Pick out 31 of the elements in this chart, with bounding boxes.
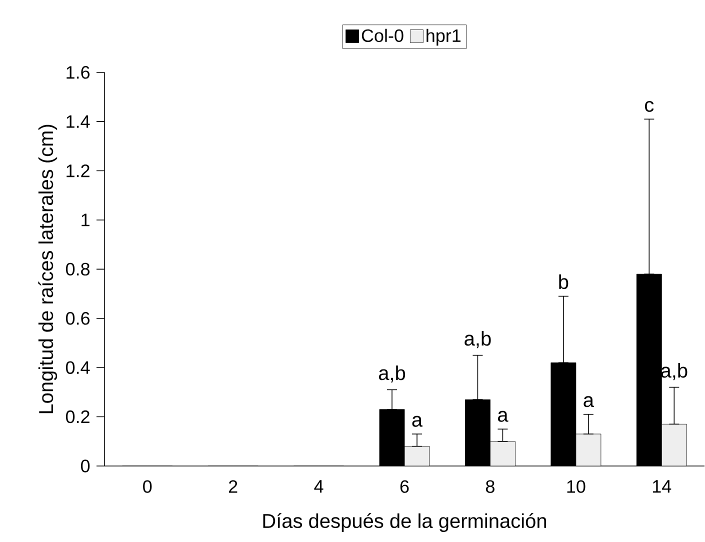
legend-label: Col-0: [362, 28, 404, 42]
bar: [576, 434, 602, 466]
y-tick-label: 0.2: [66, 410, 90, 424]
y-tick-label: 1.2: [66, 164, 90, 178]
x-tick-label: 4: [314, 480, 324, 493]
annotation: a,b: [464, 331, 491, 348]
annotation: a: [498, 410, 508, 422]
annotation: a,b: [378, 365, 406, 383]
y-tick-label: 1.6: [66, 66, 90, 79]
bar: [490, 441, 516, 466]
bar: [404, 446, 430, 466]
annotation: a: [412, 416, 423, 427]
annotation: a: [584, 396, 594, 408]
y-tick-label: 1.4: [66, 115, 90, 128]
annotation: b: [559, 274, 568, 290]
y-tick-label: 1: [82, 214, 90, 226]
legend-label: hpr1: [426, 28, 461, 46]
y-tick-label: 0.8: [66, 262, 90, 276]
y-tick-label: 0.4: [66, 361, 90, 374]
x-tick-label: 14: [653, 480, 672, 493]
y-tick-label: 0: [81, 460, 90, 472]
x-tick-label: 0: [143, 480, 152, 493]
x-tick-label: 10: [567, 480, 586, 493]
y-tick-label: 0.6: [66, 312, 90, 325]
x-axis-title: Días después de la germinación: [263, 513, 546, 532]
x-tick-label: 2: [228, 480, 238, 493]
x-tick-label: 6: [400, 480, 409, 493]
annotation: c: [644, 100, 654, 112]
y-axis-title: Longitud de raíces laterales (cm): [38, 124, 58, 414]
bar: [661, 424, 687, 466]
x-tick-label: 8: [486, 480, 494, 493]
